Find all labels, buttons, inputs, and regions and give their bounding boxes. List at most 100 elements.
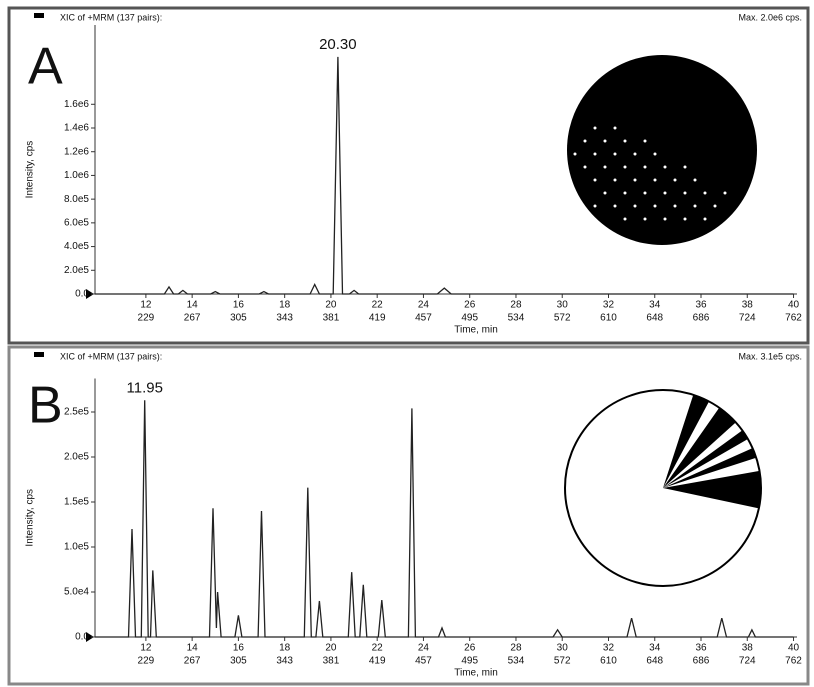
scan-tick-label: 686	[693, 656, 710, 667]
x-axis-label: Time, min	[454, 325, 498, 336]
x-tick-label: 40	[788, 643, 800, 654]
y-tick-label: 1.0e6	[64, 170, 89, 181]
header-icon	[34, 352, 44, 357]
x-tick-label: 28	[510, 643, 522, 654]
y-axis-label: Intensity, cps	[25, 489, 36, 547]
plate-dot	[644, 166, 647, 169]
x-tick-label: 38	[742, 643, 754, 654]
x-tick-label: 34	[649, 643, 661, 654]
scan-tick-label: 572	[554, 656, 571, 667]
scan-tick-label: 572	[554, 313, 571, 324]
x-tick-label: 12	[140, 643, 152, 654]
plate-dot	[604, 192, 607, 195]
y-tick-label: 2.0e5	[64, 265, 89, 276]
x-tick-label: 22	[372, 643, 384, 654]
plate-dot	[674, 205, 677, 208]
scan-tick-label: 381	[323, 656, 340, 667]
plate-dot	[634, 205, 637, 208]
x-tick-label: 12	[140, 300, 152, 311]
scan-tick-label: 534	[508, 313, 525, 324]
x-tick-label: 28	[510, 300, 522, 311]
x-tick-label: 18	[279, 300, 291, 311]
x-tick-label: 20	[325, 643, 337, 654]
plate-dot	[694, 205, 697, 208]
x-tick-label: 30	[557, 643, 569, 654]
scan-tick-label: 343	[276, 313, 293, 324]
scan-tick-label: 419	[369, 656, 386, 667]
x-tick-label: 30	[557, 300, 569, 311]
max-label: Max. 3.1e5 cps.	[738, 351, 802, 361]
plate-dot	[654, 205, 657, 208]
scan-tick-label: 267	[184, 313, 201, 324]
peak-label: 20.30	[319, 36, 357, 53]
plate-dot	[684, 218, 687, 221]
pie-inset	[565, 390, 761, 586]
y-tick-label: 0.0	[75, 632, 89, 643]
scan-tick-label: 686	[693, 313, 710, 324]
x-tick-label: 36	[695, 300, 707, 311]
x-tick-label: 24	[418, 300, 430, 311]
x-tick-label: 36	[695, 643, 707, 654]
x-tick-label: 18	[279, 643, 291, 654]
scan-tick-label: 305	[230, 656, 247, 667]
y-tick-label: 1.5e5	[64, 497, 89, 508]
scan-tick-label: 648	[646, 313, 663, 324]
plate-dot	[634, 153, 637, 156]
y-tick-label: 2.0e5	[64, 452, 89, 463]
plate-dot	[614, 127, 617, 130]
scan-tick-label: 495	[461, 656, 478, 667]
header: XIC of +MRM (137 pairs):	[60, 351, 162, 361]
plate-dot	[614, 205, 617, 208]
scan-tick-label: 610	[600, 656, 617, 667]
x-tick-label: 14	[187, 300, 199, 311]
x-tick-label: 14	[187, 643, 199, 654]
plate-dot	[654, 179, 657, 182]
x-tick-label: 32	[603, 643, 615, 654]
y-tick-label: 2.5e5	[64, 407, 89, 418]
plate-dot	[634, 179, 637, 182]
panel-letter: B	[28, 377, 63, 435]
scan-tick-label: 229	[138, 656, 155, 667]
scan-tick-label: 381	[323, 313, 340, 324]
y-tick-label: 8.0e5	[64, 194, 89, 205]
scan-tick-label: 419	[369, 313, 386, 324]
x-tick-label: 26	[464, 300, 476, 311]
plate-dot	[694, 179, 697, 182]
scan-tick-label: 648	[646, 656, 663, 667]
y-tick-label: 6.0e5	[64, 217, 89, 228]
x-tick-label: 32	[603, 300, 615, 311]
x-tick-label: 16	[233, 300, 245, 311]
plate-dot	[684, 166, 687, 169]
plate-dot	[604, 166, 607, 169]
y-tick-label: 4.0e5	[64, 241, 89, 252]
plate-dot	[604, 140, 607, 143]
y-tick-label: 0.0	[75, 289, 89, 300]
panel-letter: A	[28, 38, 63, 96]
plate-dot	[624, 166, 627, 169]
scan-tick-label: 343	[276, 656, 293, 667]
page: {"chart_data": [ {"type": "line", "panel…	[0, 0, 814, 687]
scan-tick-label: 724	[739, 313, 756, 324]
plate-dot	[674, 179, 677, 182]
max-label: Max. 2.0e6 cps.	[738, 12, 802, 22]
plate-inset	[567, 55, 757, 245]
scan-tick-label: 762	[785, 656, 802, 667]
x-tick-label: 16	[233, 643, 245, 654]
x-tick-label: 40	[788, 300, 800, 311]
x-tick-label: 22	[372, 300, 384, 311]
plate-dot	[624, 192, 627, 195]
plate-dot	[664, 192, 667, 195]
y-tick-label: 1.6e6	[64, 99, 89, 110]
plate-dot	[704, 218, 707, 221]
scan-tick-label: 610	[600, 313, 617, 324]
plate-dot	[664, 166, 667, 169]
plate-dot	[644, 218, 647, 221]
plate-dot	[724, 192, 727, 195]
plate-dot	[594, 127, 597, 130]
scan-tick-label: 495	[461, 313, 478, 324]
plate-dot	[584, 140, 587, 143]
y-tick-label: 5.0e4	[64, 587, 89, 598]
scan-tick-label: 534	[508, 656, 525, 667]
scan-tick-label: 724	[739, 656, 756, 667]
x-tick-label: 26	[464, 643, 476, 654]
